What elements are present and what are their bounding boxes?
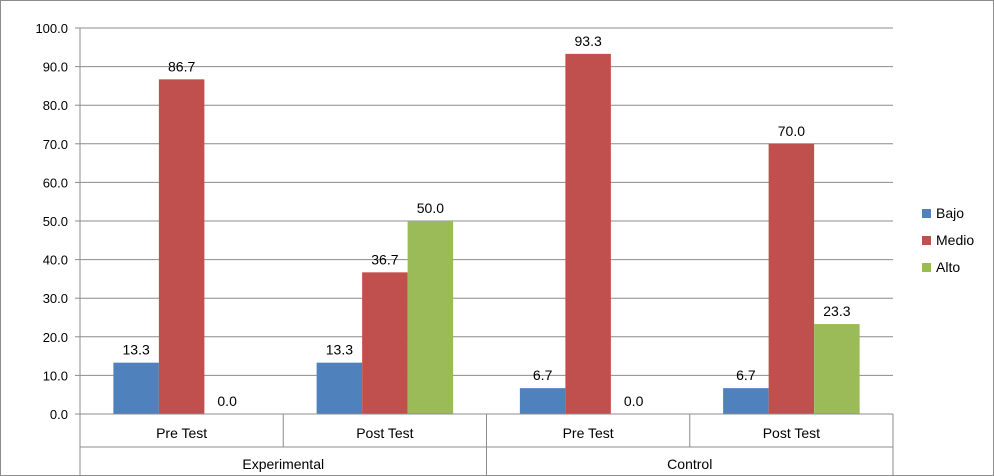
y-tick-label: 40.0 (43, 253, 68, 268)
x-group-label: Control (667, 456, 712, 472)
x-category-label: Pre Test (563, 425, 614, 441)
x-category-label: Post Test (763, 425, 820, 441)
data-label: 93.3 (575, 33, 602, 49)
legend-label: Bajo (936, 205, 964, 221)
data-label: 13.3 (326, 342, 353, 358)
x-group-label: Experimental (242, 456, 324, 472)
bar-bajo (316, 362, 363, 414)
data-label: 13.3 (123, 342, 150, 358)
bars: 13.3 13.3 6.7 6.7 86.7 36.7 93.3 70.0 0.0 50.0 0.0… (113, 33, 860, 415)
data-label: 0.0 (217, 393, 237, 409)
y-tick-label: 70.0 (43, 137, 68, 152)
data-label: 70.0 (778, 123, 805, 139)
y-tick-label: 100.0 (35, 21, 68, 36)
y-tick-label: 80.0 (43, 98, 68, 113)
y-tick-label: 0.0 (50, 407, 68, 422)
data-label: 6.7 (533, 367, 553, 383)
legend-label: Medio (936, 232, 974, 248)
legend-label: Alto (936, 259, 960, 275)
bar-bajo (113, 362, 159, 414)
bar-alto (407, 221, 454, 414)
axes: 0.0 10.0 20.0 30.0 40.0 50.0 60.0 70.0 80.0 90.0 1… (35, 21, 894, 476)
legend-swatch (922, 263, 931, 272)
bar-medio (768, 143, 815, 415)
y-tick-label: 50.0 (43, 214, 68, 229)
x-category-label: Post Test (356, 425, 413, 441)
bar-medio (565, 53, 611, 414)
data-label: 23.3 (823, 303, 850, 319)
data-label: 86.7 (168, 58, 195, 74)
bar-medio (158, 79, 205, 414)
legend: Bajo Medio Alto (922, 205, 974, 275)
y-tick-label: 10.0 (43, 368, 68, 383)
data-label: 50.0 (417, 200, 444, 216)
legend-swatch (922, 236, 931, 245)
y-tick-label: 90.0 (43, 60, 68, 75)
x-category-label: Pre Test (156, 425, 207, 441)
bar-bajo (723, 388, 769, 414)
bar-medio (362, 272, 408, 414)
data-label: 36.7 (371, 251, 398, 267)
y-tick-label: 20.0 (43, 330, 68, 345)
y-tick-label: 60.0 (43, 175, 68, 190)
data-label: 0.0 (624, 393, 644, 409)
gridlines (80, 27, 893, 376)
y-tick-label: 30.0 (43, 291, 68, 306)
legend-swatch (922, 209, 931, 218)
bar-bajo (519, 388, 566, 414)
data-label: 6.7 (736, 367, 756, 383)
bar-alto (814, 324, 860, 414)
